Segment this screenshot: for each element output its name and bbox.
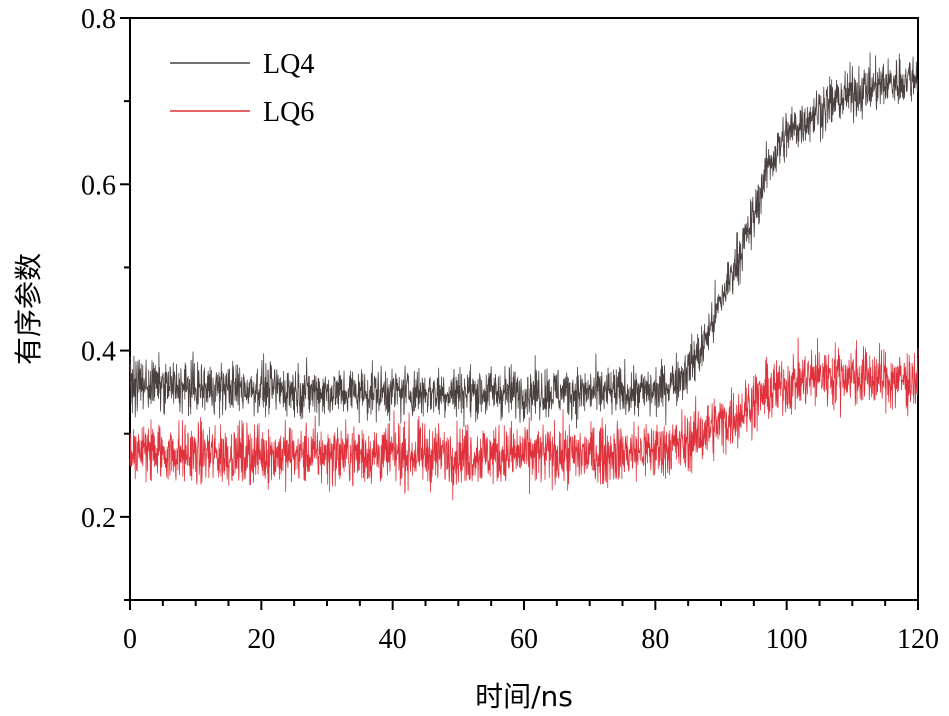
axis-ticks: 0 20 40 60 80 100 120 0.2 0.4 0.6 0.8 — [81, 4, 939, 655]
plot-frame — [129, 17, 919, 601]
y-tick-label: 0.8 — [81, 4, 116, 35]
x-tick-label: 80 — [641, 624, 669, 655]
x-tick-label: 120 — [897, 624, 939, 655]
legend: LQ4 LQ6 — [170, 49, 314, 128]
x-tick-label: 40 — [379, 624, 407, 655]
x-tick-label: 20 — [247, 624, 275, 655]
y-tick-label: 0.4 — [81, 337, 116, 368]
x-tick-label: 60 — [510, 624, 538, 655]
legend-label-lq6: LQ6 — [263, 97, 314, 128]
legend-label-lq4: LQ4 — [263, 49, 314, 80]
series-line-lq4 — [129, 52, 919, 429]
series-line-lq6 — [129, 337, 919, 501]
x-tick-label: 0 — [123, 624, 137, 655]
y-tick-label: 0.6 — [81, 170, 116, 201]
y-tick-label: 0.2 — [81, 503, 116, 534]
x-axis-title: 时间/ns — [475, 680, 573, 713]
series-layer — [129, 52, 919, 501]
x-tick-label: 100 — [766, 624, 808, 655]
y-axis-title: 有序参数 — [12, 253, 45, 365]
